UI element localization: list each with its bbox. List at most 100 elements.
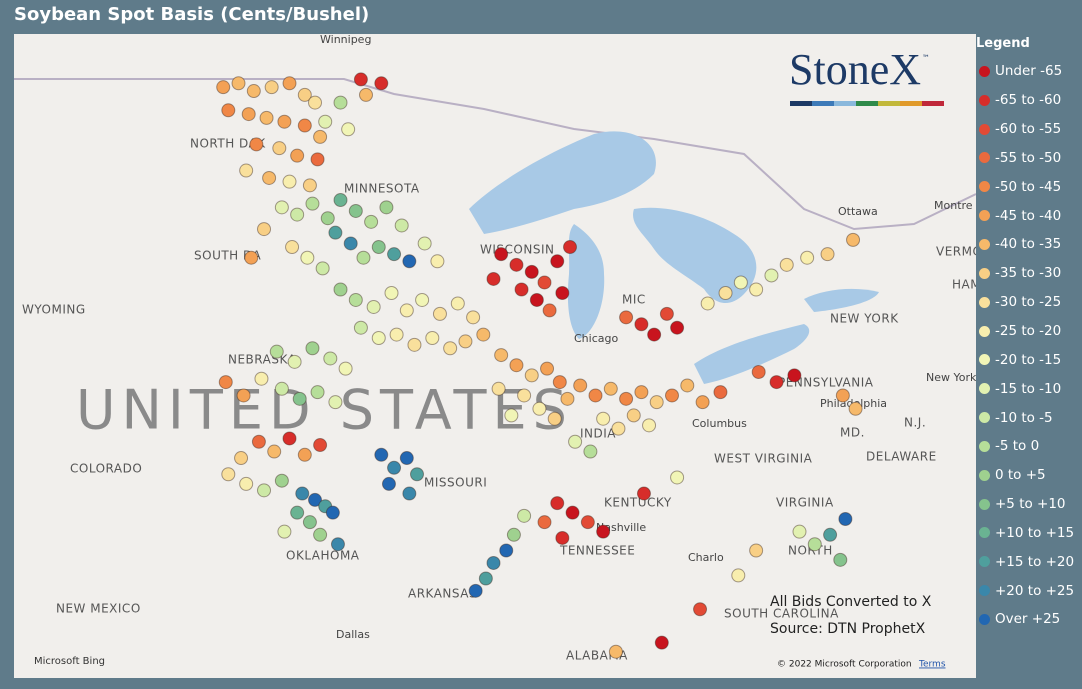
bid-point [468, 583, 483, 598]
bid-point [313, 129, 328, 144]
bid-point [290, 207, 305, 222]
bid-point [325, 505, 340, 520]
bid-point [343, 236, 358, 251]
bid-point [315, 261, 330, 276]
place-label: NEW YORK [830, 312, 899, 326]
copyright: © 2022 Microsoft Corporation [777, 660, 912, 670]
legend-swatch [979, 412, 990, 424]
legend-label: +15 to +20 [995, 553, 1075, 570]
bid-point [499, 543, 514, 558]
bid-point [560, 391, 575, 406]
bid-point [425, 331, 440, 345]
bid-point [348, 292, 363, 307]
bid-point [779, 257, 794, 272]
bid-point [353, 72, 368, 87]
place-label: NORTH [788, 544, 833, 558]
lakes [469, 131, 879, 384]
logo-text: StoneX [789, 45, 921, 94]
bid-point [251, 434, 266, 449]
bid-point [547, 411, 562, 426]
bid-point [718, 286, 733, 300]
legend-swatch [979, 498, 990, 510]
place-label: MD. [840, 426, 865, 440]
annotation: All Bids Converted to X [770, 594, 932, 610]
bid-point [417, 236, 432, 251]
bid-point [244, 250, 259, 265]
bid-point [680, 378, 695, 393]
legend-label: -55 to -50 [995, 149, 1062, 166]
bid-point [664, 388, 679, 403]
bid-point [555, 286, 570, 300]
bid-point [509, 257, 524, 272]
place-label: Winnipeg [320, 34, 371, 46]
bid-point [608, 644, 623, 659]
logo: StoneX ™ [789, 45, 944, 106]
bid-point [277, 114, 292, 129]
place-label: SOUTH CAROLINA [724, 607, 839, 621]
bid-point [302, 178, 317, 193]
legend-item: Under -65 [976, 57, 1082, 86]
legend-item: -40 to -35 [976, 230, 1082, 259]
place-label: DELAWARE [866, 450, 937, 464]
bid-point [807, 537, 822, 552]
bid-point [695, 395, 710, 410]
place-label: New York [926, 371, 976, 384]
place-label: OKLAHOMA [286, 549, 360, 563]
bid-point [509, 358, 524, 373]
bid-point [596, 524, 611, 539]
bid-point [588, 388, 603, 403]
bid-point [333, 282, 348, 297]
legend-swatch [979, 527, 990, 539]
bid-point [517, 508, 532, 523]
bid-point [297, 118, 312, 133]
bid-point [282, 431, 297, 446]
bid-point [659, 306, 674, 321]
bid-point [305, 196, 320, 211]
place-label: VERMON [936, 245, 976, 259]
place-label: HAM [952, 278, 976, 292]
legend-swatch [979, 585, 990, 597]
bid-point [532, 401, 547, 416]
bid-point [491, 381, 506, 396]
bid-point [264, 80, 279, 95]
bid-point [764, 268, 779, 283]
bid-point [246, 84, 261, 99]
place-label: Dallas [336, 628, 370, 641]
place-label: WEST VIRGINIA [714, 452, 813, 466]
bid-point [356, 250, 371, 265]
terms-link[interactable]: Terms [918, 660, 946, 670]
legend-swatch [979, 440, 990, 452]
legend-item: -65 to -60 [976, 86, 1082, 115]
legend-item: +20 to +25 [976, 576, 1082, 605]
bid-point [310, 385, 325, 400]
legend-label: +5 to +10 [995, 496, 1066, 513]
legend-label: +10 to +15 [995, 524, 1075, 541]
bid-point [407, 337, 422, 352]
bid-point [300, 250, 315, 265]
bid-point [328, 395, 343, 410]
place-label: KENTUCKY [604, 496, 672, 510]
legend-swatch [979, 556, 990, 568]
bid-point [410, 467, 425, 482]
bid-point [537, 515, 552, 530]
place-label: MIC [622, 293, 646, 307]
bid-point [297, 447, 312, 462]
bid-point [846, 232, 861, 247]
bid-point [292, 391, 307, 406]
bid-point [486, 555, 501, 570]
legend-item: -20 to -15 [976, 345, 1082, 374]
bid-point [216, 80, 231, 95]
bid-point [338, 361, 353, 376]
bid-point [257, 222, 272, 237]
bid-point [272, 141, 287, 156]
legend: Legend Under -65 -65 to -60 -60 to -55 -55 … [976, 34, 1082, 634]
bid-point [282, 76, 297, 91]
bid-point [634, 385, 649, 400]
legend-label: -20 to -15 [995, 351, 1062, 368]
bid-point [555, 530, 570, 545]
legend-label: +20 to +25 [995, 582, 1075, 599]
bid-point [277, 524, 292, 539]
legend-item: +5 to +10 [976, 490, 1082, 519]
annotation: Source: DTN ProphetX [770, 621, 926, 637]
bid-point [359, 87, 374, 102]
